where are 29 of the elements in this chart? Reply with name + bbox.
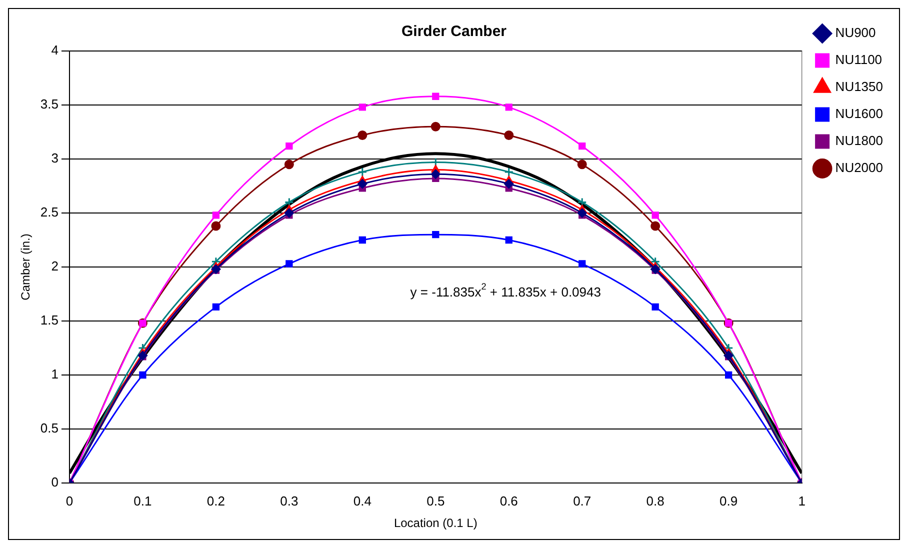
x-tick-label: 0.2 xyxy=(206,493,225,508)
x-tick-label: 0.8 xyxy=(646,493,664,508)
legend-label: NU1800 xyxy=(835,133,884,148)
x-tick-label: 0.9 xyxy=(720,493,738,508)
chart-title: Girder Camber xyxy=(401,23,507,40)
x-tick-label: 0.1 xyxy=(134,493,152,508)
y-tick-label: 1 xyxy=(51,366,58,382)
legend-label: NU1100 xyxy=(835,52,882,68)
legend-label: NU2000 xyxy=(835,160,884,176)
x-tick-label: 0.7 xyxy=(573,493,592,508)
y-tick-label: 0 xyxy=(51,474,58,490)
y-tick-label: 3 xyxy=(51,150,58,166)
x-tick-label: 0.3 xyxy=(280,493,298,508)
legend-label: NU1350 xyxy=(835,79,884,94)
y-tick-label: 3.5 xyxy=(40,96,58,112)
y-tick-label: 0.5 xyxy=(40,420,58,436)
y-tick-label: 2 xyxy=(51,258,58,274)
x-tick-label: 0 xyxy=(66,493,74,508)
y-tick-label: 4 xyxy=(51,42,58,58)
x-axis-title: Location (0.1 L) xyxy=(394,516,478,530)
y-tick-label: 2.5 xyxy=(40,204,58,220)
legend-label: NU900 xyxy=(835,25,876,40)
y-tick-label: 1.5 xyxy=(40,312,58,328)
legend-label: NU1600 xyxy=(835,106,884,122)
x-tick-label: 0.4 xyxy=(353,493,372,508)
y-axis-title: Camber (in.) xyxy=(18,234,33,300)
x-tick-label: 0.6 xyxy=(500,493,518,508)
x-tick-label: 1 xyxy=(798,493,806,508)
x-tick-label: 0.5 xyxy=(426,493,445,508)
